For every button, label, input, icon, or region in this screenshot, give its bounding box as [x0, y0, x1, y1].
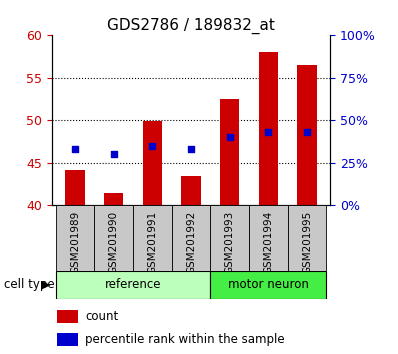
- Bar: [56, 205, 94, 271]
- Bar: [56, 271, 211, 299]
- Bar: [181, 176, 201, 205]
- Bar: [249, 205, 288, 271]
- Text: ▶: ▶: [41, 280, 50, 290]
- Point: [72, 147, 78, 152]
- Bar: [57, 310, 78, 323]
- Text: GSM201993: GSM201993: [225, 211, 235, 274]
- Bar: [142, 121, 162, 205]
- Point: [111, 152, 117, 157]
- Bar: [65, 171, 85, 205]
- Text: cell type: cell type: [4, 279, 55, 291]
- Bar: [211, 271, 326, 299]
- Bar: [104, 193, 123, 205]
- Bar: [94, 205, 133, 271]
- Text: count: count: [85, 310, 119, 323]
- Bar: [288, 205, 326, 271]
- Text: GSM201991: GSM201991: [147, 211, 157, 274]
- Point: [265, 130, 271, 135]
- Bar: [297, 65, 317, 205]
- Text: reference: reference: [105, 279, 161, 291]
- Point: [149, 143, 156, 149]
- Bar: [133, 205, 172, 271]
- Point: [188, 147, 194, 152]
- Bar: [172, 205, 211, 271]
- Point: [226, 135, 233, 140]
- Bar: [259, 52, 278, 205]
- Bar: [220, 99, 240, 205]
- Text: GSM201995: GSM201995: [302, 211, 312, 274]
- Text: GSM201992: GSM201992: [186, 211, 196, 274]
- Text: motor neuron: motor neuron: [228, 279, 309, 291]
- Text: percentile rank within the sample: percentile rank within the sample: [85, 333, 285, 346]
- Bar: [211, 205, 249, 271]
- Title: GDS2786 / 189832_at: GDS2786 / 189832_at: [107, 18, 275, 34]
- Text: GSM201994: GSM201994: [263, 211, 273, 274]
- Bar: [57, 333, 78, 346]
- Text: GSM201990: GSM201990: [109, 211, 119, 274]
- Text: GSM201989: GSM201989: [70, 211, 80, 274]
- Point: [304, 130, 310, 135]
